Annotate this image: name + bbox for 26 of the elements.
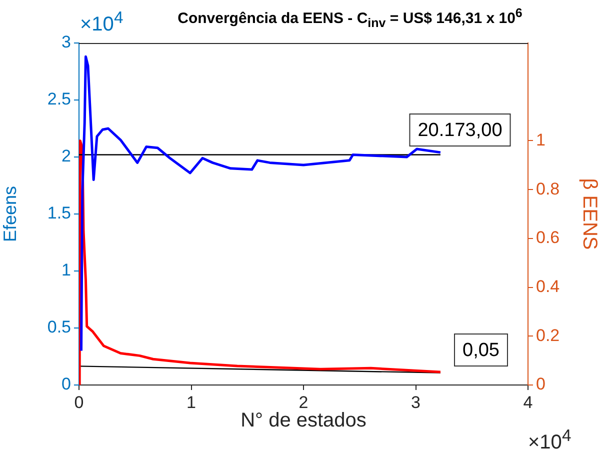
y-tick-label: 2.5 [47,90,71,109]
y2-tick-label: 0.6 [536,228,560,248]
y2-axis-title: β EENS [578,178,600,250]
y-tick-label: 1 [62,260,71,280]
x-tick-label: 3 [411,392,420,412]
annotation: 0,05 [462,340,500,362]
y2-tick-label: 0 [536,374,546,394]
x-tick-label: 4 [523,392,533,412]
x-tick-label: 0 [74,392,84,412]
text: ×10$^{4}$ [80,8,124,37]
y2-tick-label: 0.8 [536,179,560,198]
x-tick-label: 1 [186,392,196,412]
y2-tick-label: 0.4 [536,276,560,296]
y-tick-label: 0.5 [47,318,71,337]
text: ×10$^{4}$ [528,426,572,455]
annotation: 20.173,00 [418,120,502,142]
y-tick-label: 1.5 [47,204,71,223]
y-tick-label: 2 [62,146,71,166]
y2-tick-label: 1 [536,130,546,150]
y-tick-label: 3 [62,32,71,52]
chart-title: Convergência da EENS - C$_{inv}$ = US$ 146,31 x 10$^{6}$ [176,6,524,30]
y-tick-label: 0 [62,374,71,394]
y2-tick-label: 0.2 [536,326,560,345]
x-tick-label: 2 [298,392,308,412]
x-axis-title: N° de estados [240,410,366,432]
y-axis-title: Efeens [0,186,20,242]
